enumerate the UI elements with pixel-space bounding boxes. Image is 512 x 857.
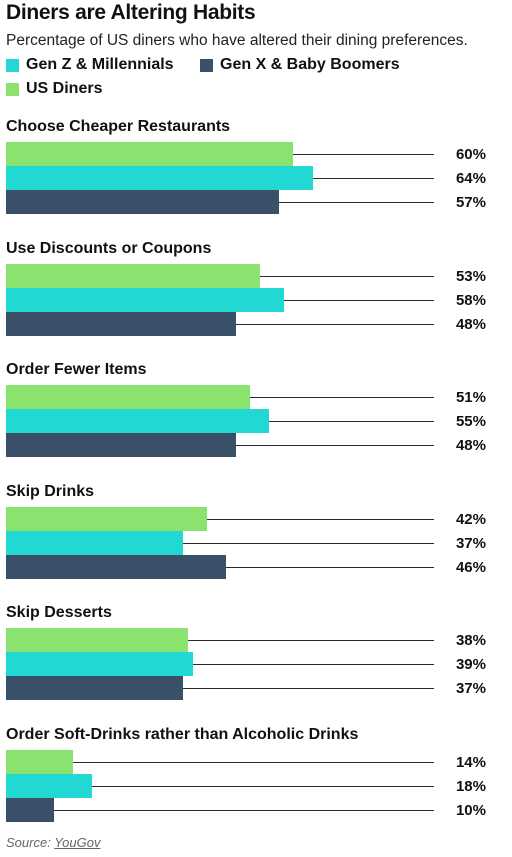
- bar-us-diners: [6, 142, 293, 166]
- source-prefix: Source:: [6, 835, 55, 850]
- value-label-genx: 46%: [455, 559, 486, 576]
- value-label-genx: 48%: [455, 437, 486, 454]
- category-label: Skip Drinks: [6, 482, 95, 500]
- bar-genz: [6, 652, 193, 676]
- category-label: Skip Desserts: [6, 604, 112, 621]
- bar-baseline: [6, 688, 434, 689]
- value-label-us-diners: 14%: [455, 754, 486, 771]
- value-label-genx: 48%: [455, 316, 486, 333]
- value-label-genz: 55%: [455, 413, 486, 430]
- category-label: Use Discounts or Coupons: [6, 239, 212, 257]
- category-label: Order Soft-Drinks rather than Alcoholic …: [6, 725, 359, 743]
- legend-item-us-diners: US Diners: [6, 80, 102, 98]
- bar-us-diners: [6, 264, 260, 288]
- legend-swatch-genz: [6, 58, 19, 72]
- value-label-us-diners: 53%: [455, 268, 486, 285]
- bar-genx: [6, 312, 236, 336]
- bar-baseline: [6, 640, 434, 641]
- bar-genx: [6, 798, 54, 822]
- value-label-us-diners: 42%: [455, 511, 486, 528]
- legend-label-genz: Gen Z & Millennials: [26, 56, 174, 73]
- value-label-genz: 18%: [455, 778, 486, 795]
- bar-us-diners: [6, 507, 207, 531]
- legend-item-genx: Gen X & Baby Boomers: [200, 56, 400, 74]
- bar-genx: [6, 555, 226, 579]
- bar-genz: [6, 531, 183, 555]
- bar-genz: [6, 166, 313, 190]
- legend-label-genx: Gen X & Baby Boomers: [220, 56, 400, 73]
- bar-baseline: [6, 543, 434, 544]
- category-label: Choose Cheaper Restaurants: [6, 118, 231, 135]
- bar-genz: [6, 288, 284, 312]
- value-label-us-diners: 38%: [455, 632, 486, 649]
- value-label-genx: 37%: [455, 680, 486, 697]
- bar-baseline: [6, 664, 434, 665]
- bar-genx: [6, 676, 183, 700]
- bar-us-diners: [6, 750, 73, 774]
- bar-baseline: [6, 786, 434, 787]
- bar-genz: [6, 409, 269, 433]
- value-label-us-diners: 60%: [455, 146, 486, 163]
- value-label-genz: 37%: [455, 535, 486, 552]
- category-label: Order Fewer Items: [6, 361, 147, 378]
- bar-genx: [6, 433, 236, 457]
- bar-genx: [6, 190, 279, 214]
- value-label-genx: 10%: [455, 802, 486, 819]
- legend-label-us-diners: US Diners: [26, 80, 103, 97]
- bar-us-diners: [6, 628, 188, 652]
- bar-genz: [6, 774, 92, 798]
- bar-us-diners: [6, 385, 250, 409]
- value-label-genz: 39%: [455, 656, 486, 673]
- bar-baseline: [6, 762, 434, 763]
- value-label-genz: 58%: [455, 292, 486, 309]
- value-label-us-diners: 51%: [455, 389, 486, 406]
- value-label-genz: 64%: [455, 170, 486, 187]
- legend-item-genz: Gen Z & Millennials: [6, 56, 174, 74]
- bar-baseline: [6, 810, 434, 811]
- legend-swatch-us-diners: [6, 82, 19, 96]
- value-label-genx: 57%: [455, 194, 486, 211]
- legend-swatch-genx: [200, 58, 213, 72]
- source-note: Source: YouGov: [6, 835, 100, 850]
- source-link[interactable]: YouGov: [54, 835, 101, 850]
- chart-title: Diners are Altering Habits: [6, 1, 256, 24]
- bar-baseline: [6, 519, 434, 520]
- chart-subtitle: Percentage of US diners who have altered…: [6, 32, 468, 49]
